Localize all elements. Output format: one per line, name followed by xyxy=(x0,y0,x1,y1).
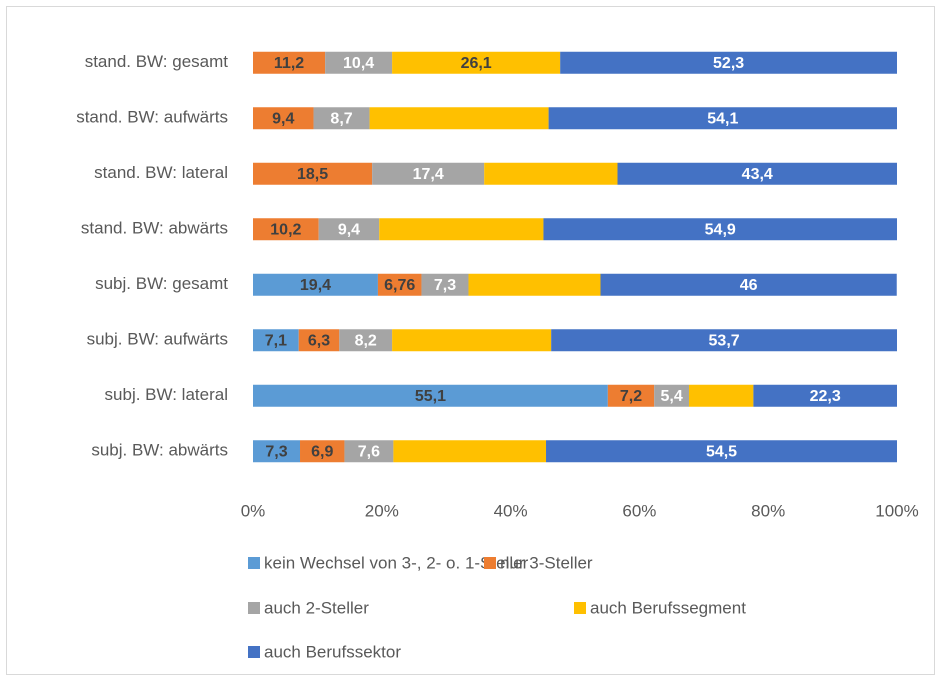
data-label: 7,6 xyxy=(358,443,380,460)
data-label: 9,4 xyxy=(338,221,360,238)
bar-segment xyxy=(253,218,319,241)
data-label: 17,4 xyxy=(413,166,444,183)
data-label: 6,3 xyxy=(308,332,330,349)
data-label: 7,2 xyxy=(620,388,642,405)
bar-segment xyxy=(253,440,301,463)
data-label: 22,3 xyxy=(810,388,841,405)
y-tick-label: stand. BW: lateral xyxy=(94,163,228,182)
data-label: 54,5 xyxy=(706,443,737,460)
data-label: 54,9 xyxy=(705,221,736,238)
bar-segment xyxy=(548,107,897,130)
legend-swatch xyxy=(248,602,260,614)
x-tick-label: 60% xyxy=(622,501,656,520)
bar-segment xyxy=(253,107,314,130)
x-tick-label: 20% xyxy=(365,501,399,520)
bar-segment xyxy=(421,273,469,296)
y-tick-label: subj. BW: lateral xyxy=(105,385,228,404)
bar-segment xyxy=(600,273,897,296)
bar-segment xyxy=(392,51,561,74)
bar-segment xyxy=(344,440,394,463)
bar-segment xyxy=(253,51,326,74)
bar-segment xyxy=(377,273,422,296)
bar-segment xyxy=(393,440,547,463)
y-tick-label: stand. BW: aufwärts xyxy=(76,108,228,127)
bar-segment xyxy=(253,273,378,296)
x-tick-label: 80% xyxy=(751,501,785,520)
legend-label: auch 2-Steller xyxy=(264,598,369,617)
legend-swatch xyxy=(574,602,586,614)
data-label: 7,3 xyxy=(434,277,456,294)
legend-swatch xyxy=(248,557,260,569)
bar-segment xyxy=(688,384,754,407)
bar-segment xyxy=(300,440,345,463)
bar-segment xyxy=(253,384,608,407)
data-label: 5,4 xyxy=(660,388,682,405)
bar-segment xyxy=(543,218,897,241)
bar-segment xyxy=(318,218,380,241)
data-label: 7,1 xyxy=(265,332,287,349)
x-tick-label: 0% xyxy=(241,501,266,520)
legend-swatch xyxy=(484,557,496,569)
bar-segment xyxy=(617,162,897,185)
bar-segment xyxy=(551,329,897,352)
data-label: 8,2 xyxy=(355,332,377,349)
x-tick-label: 40% xyxy=(494,501,528,520)
data-label: 18,5 xyxy=(297,166,328,183)
y-tick-label: subj. BW: abwärts xyxy=(91,441,228,460)
data-label: 54,1 xyxy=(707,110,738,127)
bar-segment xyxy=(369,107,549,130)
x-tick-label: 100% xyxy=(875,501,918,520)
data-label: 53,7 xyxy=(709,332,740,349)
bar-segment xyxy=(298,329,340,352)
bar-segment xyxy=(484,162,618,185)
data-label: 6,76 xyxy=(384,277,415,294)
data-label: 10,2 xyxy=(270,221,301,238)
bar-segment xyxy=(253,162,373,185)
bar-segment xyxy=(313,107,370,130)
data-label: 8,7 xyxy=(330,110,352,127)
y-tick-label: subj. BW: aufwärts xyxy=(87,330,228,349)
data-label: 46 xyxy=(740,277,758,294)
data-label: 55,1 xyxy=(415,388,446,405)
bar-segment xyxy=(654,384,689,407)
y-tick-label: subj. BW: gesamt xyxy=(95,274,228,293)
legend-label: auch Berufssektor xyxy=(264,642,401,661)
bar-segment xyxy=(325,51,393,74)
bar-segment xyxy=(560,51,897,74)
y-tick-label: stand. BW: gesamt xyxy=(85,52,229,71)
bar-segment xyxy=(607,384,655,407)
legend-swatch xyxy=(248,646,260,658)
bar-segment xyxy=(546,440,897,463)
data-label: 26,1 xyxy=(461,55,492,72)
bar-segment xyxy=(468,273,601,296)
data-label: 10,4 xyxy=(343,55,374,72)
data-label: 6,9 xyxy=(311,443,333,460)
legend-label: nur 3-Steller xyxy=(500,553,593,572)
bar-segment xyxy=(372,162,485,185)
legend-label: auch Berufssegment xyxy=(590,598,746,617)
bar-segment xyxy=(253,329,299,352)
data-label: 43,4 xyxy=(742,166,773,183)
data-label: 19,4 xyxy=(300,277,331,294)
data-label: 11,2 xyxy=(274,55,304,72)
data-label: 7,3 xyxy=(265,443,287,460)
bar-segment xyxy=(392,329,552,352)
bar-segment xyxy=(339,329,393,352)
y-tick-label: stand. BW: abwärts xyxy=(81,219,228,238)
data-label: 52,3 xyxy=(713,55,744,72)
legend-label: kein Wechsel von 3-, 2- o. 1-Steller xyxy=(264,553,529,572)
bar-segment xyxy=(379,218,544,241)
bar-segment xyxy=(753,384,897,407)
data-label: 9,4 xyxy=(272,110,294,127)
